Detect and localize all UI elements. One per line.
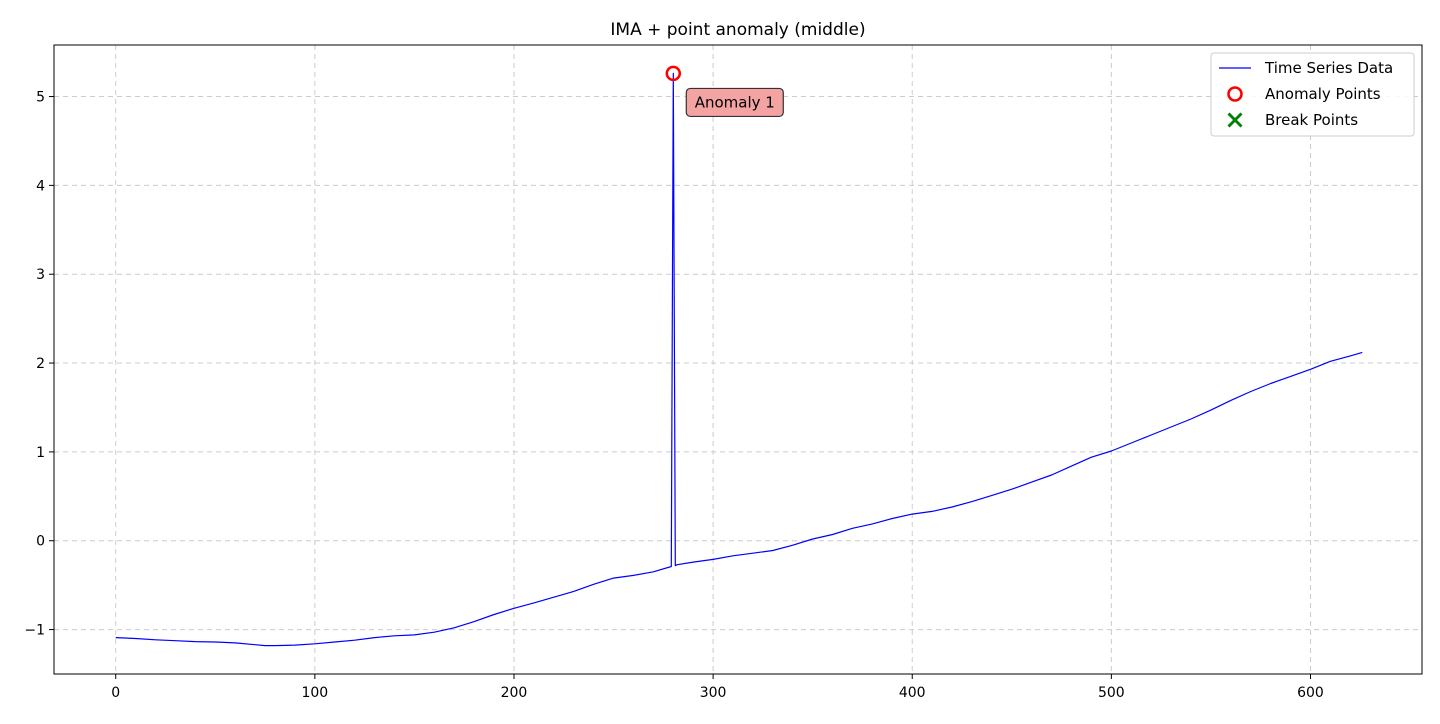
legend-x-icon	[1227, 112, 1243, 128]
x-tick-label: 500	[1098, 685, 1125, 701]
y-tick-label: 4	[36, 178, 45, 194]
series-line	[115, 72, 1363, 647]
x-tick-label: 100	[301, 685, 328, 701]
legend-label: Anomaly Points	[1265, 85, 1381, 103]
anomaly-point	[665, 65, 682, 82]
markers	[665, 65, 682, 82]
x-tick-label: 0	[111, 685, 120, 701]
legend-label: Break Points	[1265, 111, 1358, 129]
anomaly-label-box	[685, 87, 784, 118]
x-tick-label: 600	[1297, 685, 1324, 701]
anomaly-label: Anomaly 1	[695, 93, 775, 111]
plot-frame	[53, 44, 1423, 675]
y-tick-label: 5	[36, 90, 45, 106]
chart-title: IMA + point anomaly (middle)	[610, 20, 865, 40]
grid-lines	[54, 45, 1422, 674]
legend: Time Series Data Anomaly Points Break Poin…	[1210, 52, 1415, 137]
legend-x-stroke	[1227, 112, 1243, 128]
annotations: Anomaly 1	[685, 87, 784, 118]
x-tick-label: 300	[700, 685, 727, 701]
y-tick-label: 1	[36, 445, 45, 461]
y-tick-label: 3	[36, 267, 45, 283]
axes: 0 100 200 300 400 500 600 −1 0 1 2 3 4 5	[24, 44, 1423, 701]
x-tick-label: 400	[899, 685, 926, 701]
y-tick-label: 0	[36, 534, 45, 550]
x-tick-label: 200	[501, 685, 528, 701]
y-tick-label: 2	[36, 356, 45, 372]
legend-box	[1210, 52, 1415, 137]
series-lines	[115, 72, 1363, 647]
legend-circle-icon	[1227, 86, 1243, 102]
y-tick-label: −1	[24, 623, 45, 639]
legend-label: Time Series Data	[1264, 59, 1393, 77]
